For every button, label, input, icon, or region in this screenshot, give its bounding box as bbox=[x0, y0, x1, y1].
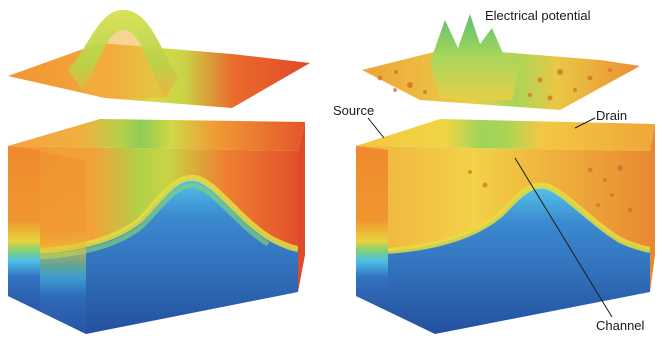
drain-label: Drain bbox=[596, 108, 628, 123]
right-device-illustration bbox=[355, 14, 655, 334]
drain-leader-line bbox=[574, 117, 596, 129]
left-potential-surface bbox=[8, 9, 310, 108]
source-label: Source bbox=[333, 103, 375, 118]
electrical-potential-label: Electrical potential bbox=[485, 8, 591, 23]
source-leader-line bbox=[367, 117, 385, 139]
left-device-illustration bbox=[7, 9, 310, 334]
channel-leader-line bbox=[514, 157, 613, 318]
right-potential-surface bbox=[362, 14, 640, 110]
channel-label: Channel bbox=[596, 318, 645, 333]
right-block-front bbox=[355, 146, 651, 334]
leader-lines bbox=[367, 117, 613, 318]
